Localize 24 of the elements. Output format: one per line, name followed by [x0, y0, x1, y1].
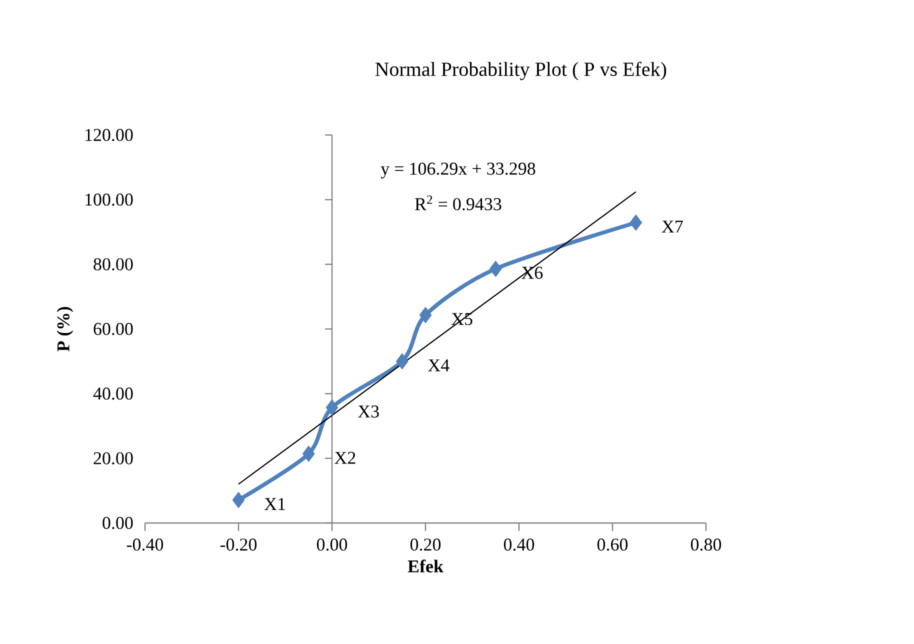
y-tick-label: 0.00: [102, 516, 133, 530]
annotation: X3: [358, 406, 379, 418]
annotation: X1: [264, 498, 285, 510]
y-axis-title: P (%): [56, 307, 74, 352]
y-tick-label: 40.00: [93, 388, 133, 400]
y-tick-label: 80.00: [94, 258, 133, 270]
x-tick-label: 0.80: [690, 538, 722, 551]
x-tick-label: 0.40: [504, 538, 534, 551]
x-tick-label: 0.60: [597, 538, 628, 551]
annotation: X7: [662, 220, 683, 233]
x-tick-label: -0.20: [220, 538, 257, 551]
y-tick-label: 120.00: [86, 128, 133, 142]
x-axis-title: Efek: [408, 560, 444, 572]
x-tick-label: 0.20: [410, 538, 441, 551]
y-tick-label: 100.00: [86, 194, 133, 206]
y-tick-label: 20.00: [94, 452, 133, 464]
x-tick-label: -0.40: [126, 538, 164, 551]
annotation: R$^{2}$ = 0.9433: [415, 195, 502, 210]
y-tick-label: 60.00: [94, 322, 133, 336]
annotation: X4: [428, 359, 450, 372]
x-tick-label: 0.00: [316, 538, 348, 551]
annotation: X2: [334, 452, 356, 464]
annotation: y = 106.29x + 33.298: [380, 162, 536, 178]
chart-title: Normal Probability Plot ( P vs Efek): [375, 62, 666, 80]
